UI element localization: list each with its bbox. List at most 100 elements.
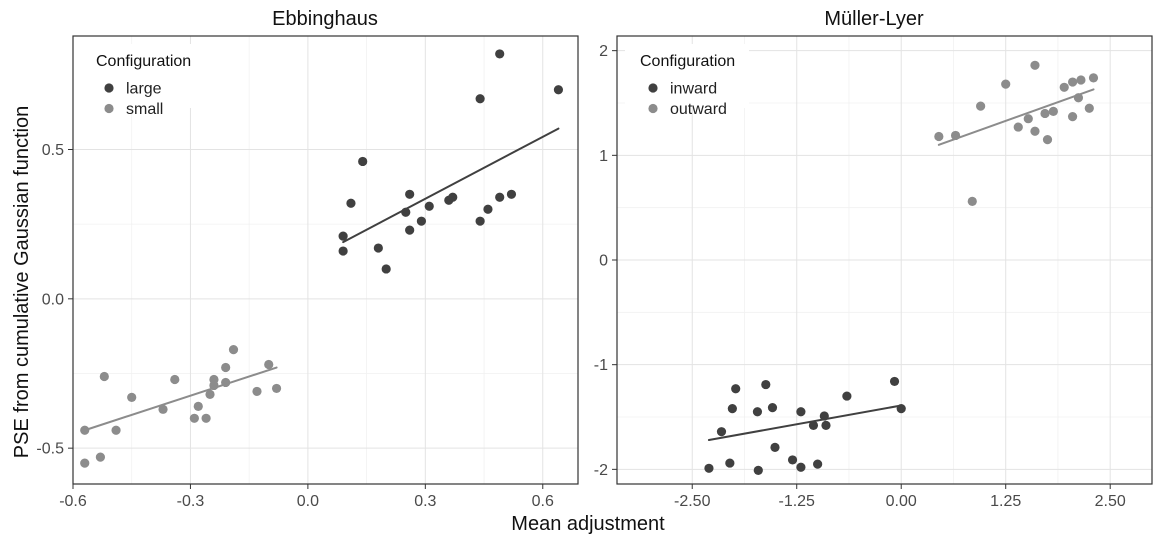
data-point-outward <box>967 196 977 206</box>
data-point-small <box>99 371 109 382</box>
x-tick-label: -2.50 <box>674 493 711 510</box>
data-point-outward <box>1030 126 1040 136</box>
data-point-outward <box>1048 106 1058 116</box>
data-point-large <box>506 189 517 199</box>
y-tick-label: -0.5 <box>36 441 64 458</box>
x-tick-label: 1.25 <box>990 493 1021 510</box>
data-point-inward <box>753 465 763 475</box>
marks-ebbinghaus <box>80 49 564 468</box>
data-point-outward <box>1067 77 1078 87</box>
y-axis-title: PSE from cumulative Gaussian function <box>11 106 33 458</box>
regression-line-small <box>83 366 278 432</box>
data-point-inward <box>770 442 780 452</box>
data-point-outward <box>1088 73 1099 83</box>
x-tick-label: 2.50 <box>1095 493 1126 510</box>
data-point-inward <box>716 427 727 437</box>
data-point-outward <box>1076 75 1086 85</box>
grid-ebbinghaus <box>72 36 578 484</box>
data-point-small <box>271 383 282 394</box>
data-point-large <box>495 49 505 59</box>
data-point-outward <box>1030 60 1040 70</box>
data-point-small <box>201 413 211 423</box>
data-point-small <box>111 425 121 435</box>
data-point-outward <box>934 131 944 142</box>
ticks-muller-lyer: -2.50 -1.25 0.00 1.25 2.50 -2 -1 0 1 2 <box>594 43 1126 510</box>
data-point-small <box>228 345 239 355</box>
legend-background <box>625 44 749 108</box>
legend-label-outward: outward <box>670 101 727 118</box>
panel-border-ebbinghaus <box>72 35 579 485</box>
data-point-inward <box>808 420 819 430</box>
legend-background <box>81 44 205 108</box>
data-point-small <box>264 359 274 370</box>
data-point-small <box>205 389 215 399</box>
data-point-small <box>221 362 231 373</box>
data-point-outward <box>1084 103 1094 113</box>
data-point-inward <box>796 407 806 417</box>
ticks-ebbinghaus: -0.6 -0.3 0.0 0.3 0.6 -0.5 0.0 0.5 <box>36 142 554 510</box>
data-point-small <box>252 386 262 397</box>
legend-key-inward <box>648 83 658 93</box>
y-tick-label: 0.5 <box>42 142 64 159</box>
data-point-outward <box>1023 114 1033 124</box>
legend-ebbinghaus: Configuration large small <box>81 44 205 118</box>
data-point-small <box>95 452 106 462</box>
data-point-inward <box>761 379 771 390</box>
data-point-inward <box>727 404 737 414</box>
data-point-large <box>448 192 458 202</box>
data-point-outward <box>976 101 986 111</box>
data-point-outward <box>1013 122 1023 132</box>
data-point-large <box>381 264 391 274</box>
x-tick-label: 0.3 <box>414 493 436 510</box>
data-point-small <box>170 374 180 385</box>
data-point-outward <box>1059 82 1069 92</box>
x-tick-label: -0.6 <box>59 493 87 510</box>
x-tick-label: -1.25 <box>778 493 815 510</box>
y-tick-label: 0.0 <box>42 291 64 308</box>
regression-line-outward <box>937 88 1095 146</box>
x-axis-title: Mean adjustment <box>511 513 665 535</box>
data-point-large <box>495 192 505 202</box>
legend-title: Configuration <box>640 53 735 70</box>
y-tick-label: -1 <box>594 357 608 374</box>
legend-label-large: large <box>126 81 162 98</box>
data-point-large <box>338 231 348 241</box>
data-point-inward <box>767 402 778 413</box>
y-tick-label: -2 <box>594 462 608 479</box>
marks-muller-lyer <box>704 60 1099 475</box>
legend-title: Configuration <box>96 53 191 70</box>
data-point-outward <box>1067 111 1078 122</box>
data-point-large <box>416 216 427 226</box>
data-point-large <box>338 246 348 256</box>
x-tick-label: 0.00 <box>886 493 917 510</box>
data-point-outward <box>1001 79 1011 89</box>
y-tick-label: 0 <box>599 253 608 270</box>
legend-key-small <box>104 103 114 114</box>
data-point-inward <box>725 458 735 468</box>
data-point-large <box>358 156 368 167</box>
data-point-large <box>553 85 564 95</box>
data-point-large <box>483 204 493 214</box>
legend-key-outward <box>648 103 658 114</box>
x-tick-label: 0.0 <box>297 493 319 510</box>
data-point-small <box>189 413 199 423</box>
data-point-inward <box>889 376 900 387</box>
x-tick-label: -0.3 <box>177 493 205 510</box>
data-point-inward <box>787 455 798 465</box>
regression-line-inward <box>707 404 903 442</box>
data-point-large <box>373 243 383 253</box>
data-point-inward <box>731 384 741 394</box>
data-point-small <box>127 392 137 402</box>
y-tick-label: 2 <box>599 43 608 60</box>
data-point-outward <box>1040 108 1050 119</box>
data-point-large <box>475 216 485 226</box>
legend-label-small: small <box>126 101 163 118</box>
data-point-inward <box>796 462 806 472</box>
legend-label-inward: inward <box>670 81 717 98</box>
grid-muller-lyer <box>617 36 1152 484</box>
data-point-small <box>193 401 203 411</box>
data-point-large <box>405 225 415 235</box>
panel-muller-lyer: Müller-Lyer -2.50 -1.25 0.00 1.25 2.50 -2 -1 0 1… <box>594 8 1153 510</box>
data-point-large <box>346 198 356 208</box>
